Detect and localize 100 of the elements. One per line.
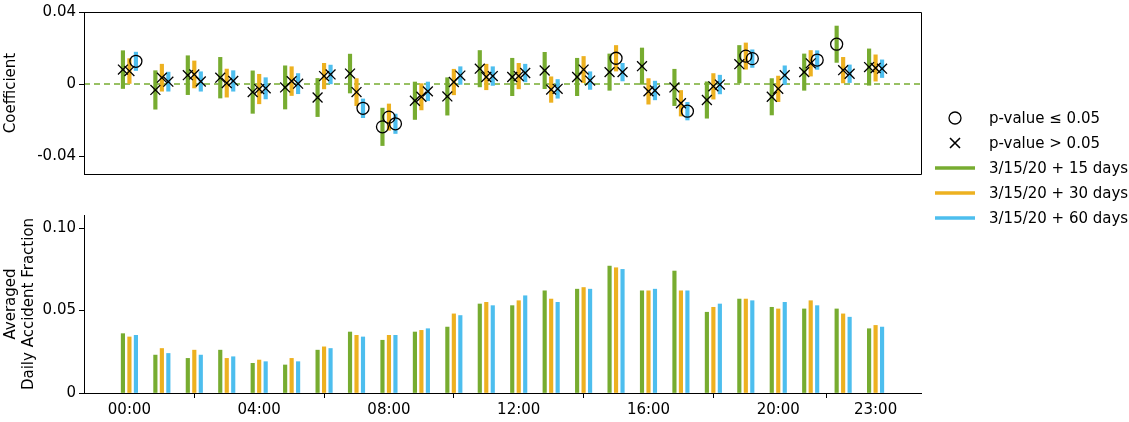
bar [737, 298, 742, 393]
bar [224, 358, 229, 393]
bar [581, 287, 586, 393]
bar [257, 359, 262, 393]
bar [867, 328, 872, 393]
point [680, 104, 695, 118]
bar [393, 334, 398, 393]
bar [218, 349, 223, 393]
bar [620, 269, 625, 393]
bar [607, 265, 612, 393]
bar [451, 313, 456, 393]
bar [516, 300, 521, 393]
bar [354, 334, 359, 393]
bar [750, 300, 755, 393]
bar [678, 290, 684, 393]
legend-label: p-value ≤ 0.05 [989, 108, 1101, 127]
legend-label: 3/15/20 + 60 days [989, 208, 1129, 227]
x-tick-label: 20:00 [756, 399, 800, 418]
legend-label: 3/15/20 + 30 days [989, 183, 1129, 202]
point [745, 51, 759, 66]
bar [542, 290, 547, 393]
bar [192, 349, 197, 393]
bar [555, 302, 560, 393]
bar [198, 354, 203, 393]
bar [153, 354, 158, 393]
bar [296, 361, 301, 393]
bar [386, 334, 392, 393]
y-axis-title: Averaged Daily Accident Fraction [0, 217, 37, 391]
bar [879, 326, 885, 393]
bar [250, 363, 255, 393]
bar [704, 311, 709, 393]
bar [847, 316, 852, 393]
legend-label: 3/15/20 + 15 days [989, 158, 1129, 177]
point [810, 53, 824, 67]
y-axis-title: Coefficient [0, 52, 19, 134]
bar [159, 348, 164, 393]
bar [445, 326, 450, 393]
bar [185, 358, 190, 393]
bar [549, 298, 554, 393]
point [356, 101, 370, 115]
x-tick-label: 08:00 [367, 399, 411, 418]
bar [328, 348, 333, 393]
bar [769, 306, 774, 393]
bar [646, 290, 651, 393]
point [375, 120, 390, 134]
bar [490, 305, 495, 393]
point [609, 51, 623, 65]
x-tick-label: 00:00 [107, 399, 152, 418]
x-tick-label: 23:00 [853, 399, 898, 418]
point [739, 49, 753, 63]
x-tick-label: 16:00 [626, 399, 671, 418]
bar [360, 336, 366, 393]
y-tick-label: 0.10 [42, 218, 76, 237]
bar [776, 308, 781, 393]
bar [347, 331, 353, 393]
bar [315, 349, 320, 393]
bar [412, 331, 417, 393]
y-tick-label: 0.05 [42, 300, 76, 319]
bar [484, 302, 489, 393]
bar [289, 358, 294, 393]
point [388, 117, 403, 131]
bar [523, 295, 528, 393]
bar [873, 325, 878, 393]
bar [802, 308, 807, 393]
bar [743, 298, 748, 393]
bar [231, 356, 236, 393]
bar [841, 313, 846, 393]
bar [166, 353, 171, 393]
x-tick-label: 04:00 [237, 399, 281, 418]
bar [685, 290, 690, 393]
bar [613, 267, 619, 393]
bar [263, 361, 268, 393]
bar [120, 333, 126, 393]
bar [672, 270, 677, 393]
point [129, 54, 143, 68]
y-tick-label: 0 [66, 382, 76, 401]
bar [808, 300, 813, 393]
bar [458, 315, 463, 393]
bar [510, 305, 515, 393]
bar [588, 288, 593, 393]
bar [815, 305, 820, 393]
y-tick-label: -0.04 [37, 145, 76, 164]
bar [133, 334, 138, 393]
bar [321, 346, 327, 393]
y-tick-label: 0.04 [42, 1, 76, 20]
bar [575, 288, 580, 393]
bar [711, 306, 716, 393]
point [382, 110, 396, 124]
bar [380, 339, 385, 393]
bar [477, 303, 482, 393]
bar [782, 302, 787, 393]
bar [652, 288, 658, 393]
bar [672, 68, 677, 106]
y-tick-label: 0 [66, 73, 76, 92]
bar [127, 336, 132, 393]
legend-label: p-value > 0.05 [989, 133, 1101, 152]
bar [717, 303, 722, 393]
bar [283, 364, 288, 393]
x-tick-label: 12:00 [497, 399, 541, 418]
bar [425, 328, 430, 393]
